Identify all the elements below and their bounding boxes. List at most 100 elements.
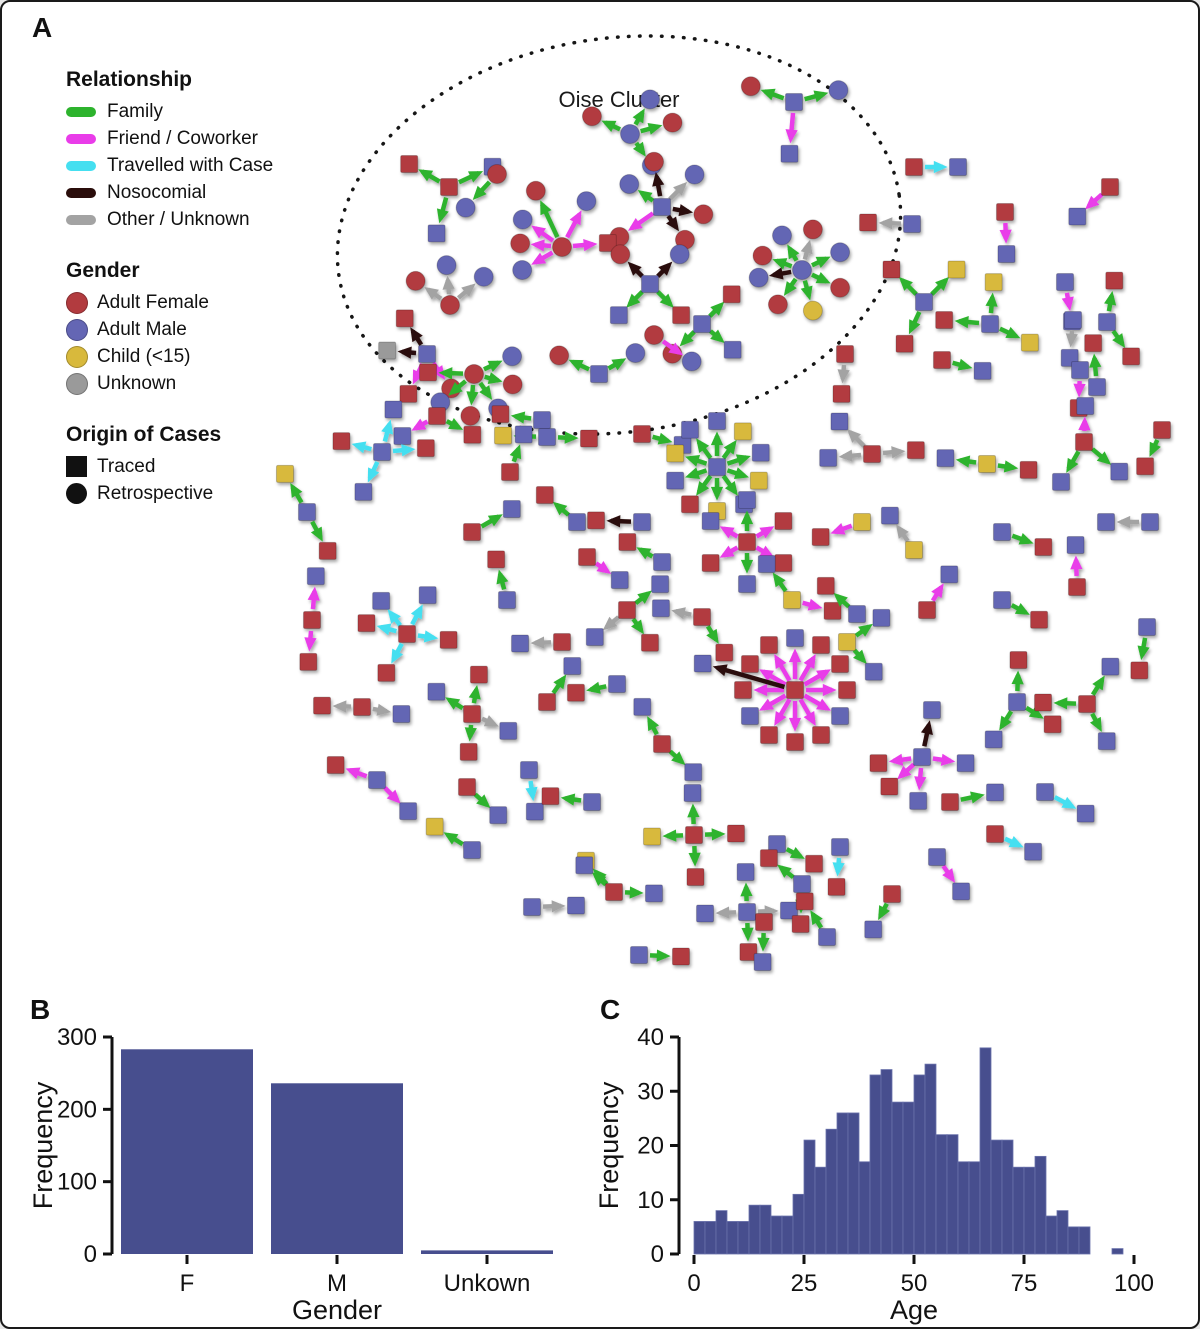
network-edge (726, 454, 751, 467)
network-edge (418, 169, 441, 184)
network-node (566, 683, 585, 702)
legend-item-adult-female: Adult Female (66, 289, 326, 316)
network-edge (838, 449, 862, 462)
panel-c-label: C (600, 994, 621, 1025)
network-node (753, 952, 772, 971)
network-node (354, 482, 373, 501)
network-node (913, 748, 931, 766)
network-node (738, 903, 756, 921)
hist-bar (770, 1215, 783, 1255)
oise-cluster-ellipse (335, 34, 903, 436)
network-edge (1149, 439, 1161, 457)
legend-item-label: Family (107, 100, 163, 122)
network-node (693, 315, 711, 333)
network-node (859, 213, 878, 232)
hist-bar (726, 1221, 739, 1255)
network-node (400, 155, 419, 173)
network-edge (803, 693, 832, 711)
network-edge (800, 239, 813, 260)
hist-bar (946, 1134, 959, 1255)
network-edge (955, 455, 977, 468)
network-edge (852, 648, 867, 664)
network-edge (798, 698, 816, 727)
network-node (533, 411, 551, 429)
network-node (405, 270, 426, 291)
network-node (459, 742, 478, 761)
network-edge (565, 210, 582, 239)
network-node (1076, 397, 1095, 416)
network-edge (833, 592, 851, 609)
network-node (1066, 536, 1085, 555)
legend-item-label: Traced (97, 455, 156, 477)
network-node (905, 158, 923, 176)
network-node (1068, 207, 1087, 226)
network-edge (960, 791, 985, 804)
network-node (630, 946, 648, 964)
axis-text: F (180, 1270, 195, 1297)
network-edge (930, 583, 944, 602)
network-edge (661, 339, 684, 356)
network-node (786, 733, 804, 751)
network-edge (726, 467, 749, 479)
network-edge (594, 561, 612, 574)
network-edge (387, 609, 403, 627)
network-node (419, 363, 438, 382)
adult-male-swatch-icon (66, 318, 88, 341)
network-node (651, 575, 670, 594)
axis-text: 75 (1011, 1270, 1038, 1297)
network-node (693, 608, 711, 626)
network-edge (920, 720, 933, 747)
hist-bar (781, 1215, 794, 1255)
network-node (298, 503, 316, 521)
network-edge (627, 211, 655, 231)
network-edge (685, 455, 708, 467)
network-node (823, 601, 842, 620)
network-edge (878, 217, 902, 230)
network-edge (688, 845, 701, 867)
network-node (377, 663, 396, 682)
network-edge (464, 724, 477, 742)
network-edge (632, 141, 646, 157)
network-edge (932, 753, 956, 766)
network-edge (1085, 192, 1104, 210)
network-node (458, 778, 476, 796)
network-edge (649, 949, 671, 962)
network-node (460, 405, 481, 426)
network-node (1097, 513, 1115, 531)
network-edge (442, 275, 455, 295)
network-edge (636, 547, 654, 560)
network-node (736, 863, 755, 882)
network-node (757, 554, 776, 573)
axis-text: 100 (57, 1169, 97, 1196)
network-edge (878, 902, 890, 921)
legend-item-label: Adult Male (97, 318, 187, 340)
network-edge (391, 642, 404, 664)
other-unknown-swatch-icon (66, 214, 96, 225)
network-node (1076, 804, 1095, 823)
network-node (715, 643, 734, 662)
network-node (427, 682, 446, 701)
network-edge (572, 239, 598, 252)
network-edge (671, 607, 692, 620)
network-node (608, 675, 626, 693)
network-node (357, 614, 376, 633)
hist-bar (1078, 1226, 1091, 1255)
network-node (828, 80, 849, 101)
axis-text: 50 (901, 1270, 928, 1297)
legend-item-label: Adult Female (97, 291, 209, 313)
network-node (666, 471, 685, 490)
network-node (767, 294, 788, 315)
network-edge (383, 786, 401, 804)
network-node (733, 422, 752, 441)
network-edge (525, 780, 538, 802)
legend-item-child: Child (<15) (66, 343, 326, 370)
network-node (672, 306, 691, 325)
network-node (680, 420, 699, 439)
network-edge (708, 301, 725, 318)
retrospective-circle-icon (66, 483, 87, 504)
network-node (633, 513, 651, 531)
network-edge (436, 197, 449, 224)
network-edge (601, 120, 621, 133)
network-node (1078, 695, 1096, 713)
network-node (644, 151, 665, 172)
